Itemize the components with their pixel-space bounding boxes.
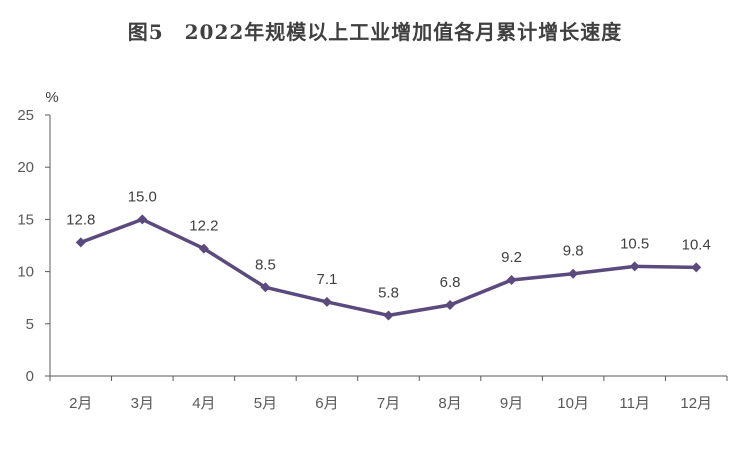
x-tick-label: 9月 — [500, 395, 523, 412]
x-tick-label: 8月 — [438, 395, 461, 412]
data-point-marker — [260, 282, 271, 293]
y-tick-label: 15 — [17, 211, 34, 228]
data-point-marker — [137, 214, 148, 225]
y-tick-label: 0 — [26, 368, 34, 385]
data-point-marker — [629, 261, 640, 272]
data-label: 10.4 — [682, 236, 711, 253]
y-tick-label: 5 — [26, 316, 34, 333]
y-tick-label: 10 — [17, 264, 34, 281]
data-label: 9.2 — [501, 249, 522, 266]
x-tick-label: 11月 — [619, 395, 650, 412]
data-label: 15.0 — [128, 188, 157, 205]
x-tick-label: 5月 — [254, 395, 277, 412]
y-tick-label: 25 — [17, 107, 34, 124]
chart-title: 图5 2022年规模以上工业增加值各月累计增长速度 — [127, 20, 623, 44]
data-label: 12.2 — [189, 218, 218, 235]
data-point-marker — [691, 262, 702, 273]
data-labels: 12.8 15.0 12.2 8.5 7.1 5.8 6.8 9.2 9.8 10.5 10.4 — [66, 188, 711, 301]
data-point-marker — [198, 243, 209, 254]
series-group — [75, 214, 702, 321]
x-tick-label: 6月 — [315, 395, 338, 412]
data-label: 5.8 — [378, 284, 399, 301]
x-tick-label: 3月 — [131, 395, 154, 412]
axes: 0 5 10 15 20 25 2月 3月 4月 5月 6月 7月 8月 9月 10月 11月 12月 — [17, 107, 728, 412]
x-tick-label: 2月 — [69, 395, 92, 412]
data-point-marker — [506, 274, 517, 285]
data-label: 9.8 — [563, 243, 584, 260]
data-point-marker — [75, 237, 86, 248]
data-label: 10.5 — [620, 235, 649, 252]
data-point-marker — [568, 268, 579, 279]
x-tick-label: 12月 — [680, 395, 712, 412]
x-tick-label: 7月 — [377, 395, 400, 412]
data-label: 6.8 — [440, 274, 461, 291]
y-axis-unit-label: % — [45, 89, 58, 106]
data-point-marker — [445, 300, 456, 311]
data-label: 12.8 — [66, 211, 95, 228]
data-label: 8.5 — [255, 256, 276, 273]
data-point-marker — [383, 310, 394, 321]
x-tick-label: 10月 — [557, 395, 589, 412]
x-tick-label: 4月 — [192, 395, 215, 412]
data-point-marker — [321, 296, 332, 307]
data-label: 7.1 — [317, 271, 338, 288]
y-tick-label: 20 — [17, 159, 34, 176]
